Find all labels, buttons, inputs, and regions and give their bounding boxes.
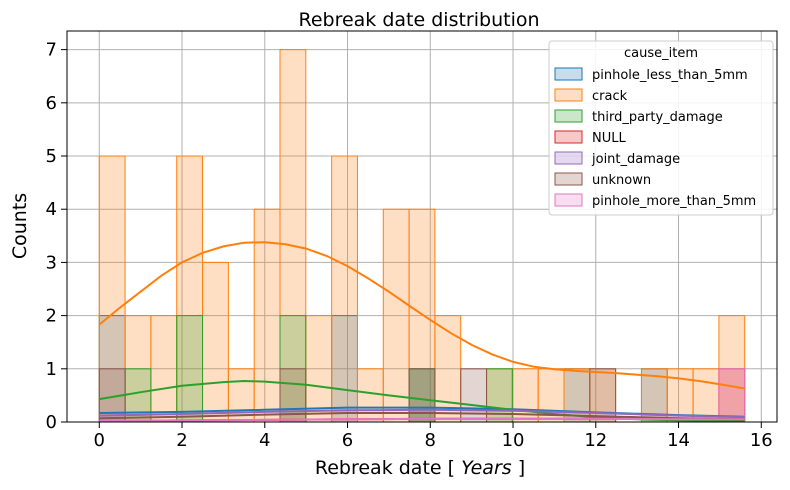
y-tick-label: 2 <box>46 306 57 327</box>
x-axis-ticks: 0 2 4 6 8 10 12 14 16 <box>94 422 773 451</box>
legend-swatch-NULL <box>554 130 583 144</box>
bar-crack-bin-18 <box>563 368 591 423</box>
y-axis-title: Counts <box>9 193 31 259</box>
kde-line-joint_damage <box>99 408 745 419</box>
bar-crack-bin-6 <box>253 208 281 423</box>
chart-title: Rebreak date distribution <box>298 9 539 31</box>
y-axis-ticks: 0 1 2 3 4 5 6 7 <box>46 40 67 433</box>
x-tick-label: 0 <box>94 430 105 451</box>
legend-label-unknown: unknown <box>592 173 651 188</box>
legend-label-NULL: NULL <box>592 131 626 146</box>
x-tick-label: 10 <box>502 430 525 451</box>
y-tick-label: 7 <box>46 40 57 61</box>
y-tick-label: 5 <box>46 146 57 167</box>
bar-crack-bin-3 <box>176 155 204 423</box>
y-tick-label: 4 <box>46 199 57 220</box>
bar-crack-bin-4 <box>202 261 229 423</box>
kde-curves <box>98 241 745 422</box>
bar-crack-bin-11 <box>382 208 410 423</box>
bar-unknown-bin-12 <box>408 368 436 423</box>
x-axis-title-unit: Years <box>461 457 512 479</box>
y-tick-label: 1 <box>46 359 57 380</box>
x-tick-label: 12 <box>584 430 607 451</box>
x-tick-label: 2 <box>176 430 187 451</box>
legend-swatch-unknown <box>554 172 583 186</box>
x-axis-title: Rebreak date [ Years ] <box>315 457 525 479</box>
legend-label-pinhole_more_than_5mm: pinhole_more_than_5mm <box>592 194 756 209</box>
bar-crack-bin-8 <box>305 315 333 423</box>
legend-swatch-crack <box>554 88 583 102</box>
legend-swatch-pinhole_less_than_5mm <box>554 67 583 81</box>
x-tick-label: 4 <box>259 430 270 451</box>
plot-frame <box>66 30 778 423</box>
x-tick-label: 14 <box>667 430 690 451</box>
x-axis-title-suffix: ] <box>518 457 525 479</box>
bar-crack-bin-10 <box>356 368 384 423</box>
y-tick-label: 6 <box>46 93 57 114</box>
bar-crack-bin-7 <box>279 49 307 423</box>
x-tick-label: 8 <box>425 430 436 451</box>
kde-line-unknown <box>99 412 745 421</box>
bar-crack-bin-0 <box>98 155 126 423</box>
x-tick-label: 16 <box>750 430 773 451</box>
bar-crack-bin-9 <box>331 155 358 423</box>
legend-label-third_party_damage: third_party_damage <box>592 110 723 125</box>
y-tick-label: 3 <box>46 252 57 273</box>
bar-pinhole_more_than_5mm-bin-24 <box>718 368 746 423</box>
legend-label-crack: crack <box>592 89 628 104</box>
legend-label-joint_damage: joint_damage <box>591 152 680 167</box>
legend-swatch-pinhole_more_than_5mm <box>554 193 583 207</box>
legend-box <box>548 40 774 216</box>
kde-line-crack <box>98 241 745 390</box>
bar-crack-bin-2 <box>150 315 178 423</box>
legend-title: cause_item <box>624 46 698 61</box>
kde-line-pinhole_more_than_5mm <box>99 417 745 422</box>
x-tick-label: 6 <box>342 430 353 451</box>
legend-swatch-third_party_damage <box>554 109 583 123</box>
legend-label-pinhole_less_than_5mm: pinhole_less_than_5mm <box>592 68 748 83</box>
y-tick-label: 0 <box>46 412 57 433</box>
bar-third_party_damage-bin-3 <box>176 315 204 423</box>
x-axis-title-prefix: Rebreak date [ <box>315 457 455 479</box>
bar-crack-bin-23 <box>692 368 720 423</box>
legend-swatch-joint_damage <box>554 151 583 165</box>
